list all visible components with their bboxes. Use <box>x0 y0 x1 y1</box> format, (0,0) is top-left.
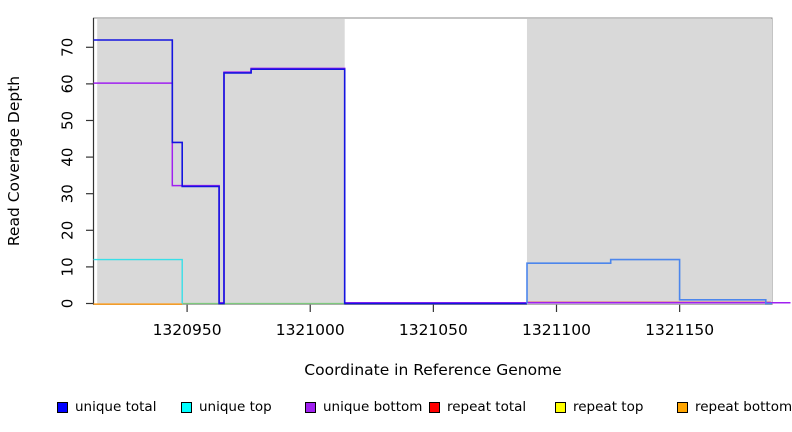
x-tick-label: 1321000 <box>276 321 345 339</box>
x-tick-label: 1320950 <box>153 321 222 339</box>
legend-swatch-icon <box>305 401 316 413</box>
legend-label: unique total <box>75 399 157 415</box>
legend-entry-repeat-bottom: repeat bottom <box>677 399 792 415</box>
series-unique-total-right <box>526 258 772 305</box>
legend-entry-repeat-top: repeat top <box>555 399 643 415</box>
y-tick-label: 30 <box>59 184 77 203</box>
legend-swatch-icon <box>181 401 192 413</box>
legend: unique total unique top unique bottom repea… <box>0 399 792 419</box>
y-tick-label: 60 <box>59 74 77 93</box>
legend-swatch-icon <box>677 401 688 413</box>
legend-entry-unique-top: unique top <box>181 399 272 415</box>
y-tick-label: 10 <box>59 257 77 276</box>
series-unique-top <box>93 258 183 304</box>
legend-entry-unique-bottom: unique bottom <box>305 399 422 415</box>
legend-entry-unique-total: unique total <box>57 399 156 415</box>
legend-label: unique bottom <box>323 399 423 415</box>
shaded-region-1 <box>97 19 345 305</box>
legend-label: unique top <box>199 399 272 415</box>
y-tick-label: 20 <box>59 221 77 240</box>
x-axis-title: Coordinate in Reference Genome <box>304 361 562 379</box>
legend-label: repeat bottom <box>695 399 792 415</box>
legend-swatch-icon <box>429 401 440 413</box>
y-tick-label: 40 <box>59 148 77 167</box>
x-tick-label: 1321100 <box>522 321 591 339</box>
legend-entry-repeat-total: repeat total <box>429 399 526 415</box>
y-axis-title: Read Coverage Depth <box>5 75 23 247</box>
x-tick-label: 1321150 <box>645 321 714 339</box>
y-tick-label: 0 <box>59 299 77 309</box>
y-tick-label: 50 <box>59 111 77 130</box>
legend-label: repeat total <box>447 399 527 415</box>
series-unique-total-left <box>93 39 527 305</box>
x-tick-label: 1321050 <box>399 321 468 339</box>
legend-swatch-icon <box>57 401 68 413</box>
legend-label: repeat top <box>573 399 644 415</box>
shaded-region-2 <box>526 19 772 305</box>
y-tick-label: 70 <box>59 38 77 57</box>
legend-swatch-icon <box>555 401 566 413</box>
